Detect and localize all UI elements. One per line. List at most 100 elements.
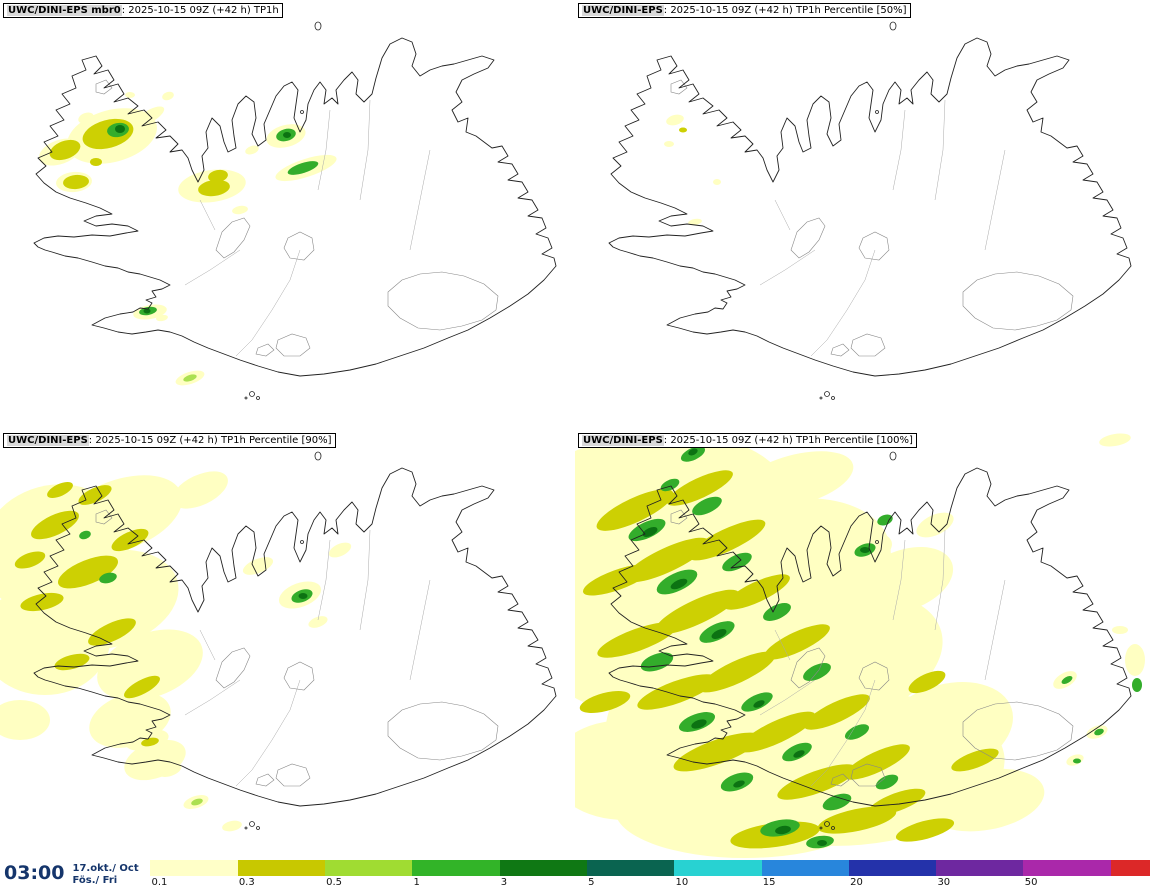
precip-area: [817, 840, 827, 846]
colorbar-tick-30: 30: [937, 877, 951, 888]
precip-area: [78, 112, 94, 124]
precip-area: [14, 551, 46, 569]
precip-area: [925, 768, 1045, 832]
footer-bar: 03:00 17.okt./ Oct Fös./ Fri 0.1 0.3 0.5 1 3…: [0, 860, 1150, 891]
precip-area: [775, 825, 791, 835]
precip-colorbar: 0.1 0.3 0.5 1 3 5 10 15 20 30 50: [150, 860, 1150, 891]
precip-area: [328, 542, 352, 558]
map-panel-2: UWC/DINI-EPS: 2025-10-15 09Z (+42 h) TP1…: [575, 0, 1150, 430]
precip-blobs-4: [575, 433, 1145, 858]
panel-title-3-detail: : 2025-10-15 09Z (+42 h) TP1h Percentile…: [88, 435, 332, 446]
panel-title-3: UWC/DINI-EPS: 2025-10-15 09Z (+42 h) TP1…: [3, 433, 336, 448]
precip-area: [99, 572, 117, 584]
precip-area: [162, 91, 174, 101]
iceland-map-percentile-90: [0, 451, 557, 832]
precip-area: [208, 169, 228, 183]
precip-area: [1073, 758, 1081, 764]
precip-area: [47, 481, 73, 499]
precip-area: [79, 530, 91, 540]
precip-area: [198, 179, 230, 197]
precip-area: [895, 818, 955, 842]
precip-area: [688, 448, 698, 456]
precip-area: [141, 737, 159, 747]
precip-area: [245, 145, 259, 155]
colorbar-tick-0.1: 0.1: [151, 877, 168, 888]
precip-area: [1112, 626, 1128, 634]
precip-blobs-2: [664, 114, 721, 226]
precip-area: [733, 780, 745, 788]
precip-area: [688, 519, 766, 561]
precip-area: [667, 470, 733, 506]
panel-title-4: UWC/DINI-EPS: 2025-10-15 09Z (+42 h) TP1…: [578, 433, 917, 448]
valid-time-label: 03:00: [4, 862, 65, 884]
precip-area: [713, 179, 721, 185]
iceland-map-percentile-50: [608, 21, 1132, 400]
precip-area: [625, 537, 709, 583]
precip-area: [692, 496, 722, 516]
precip-area: [63, 174, 89, 190]
colorbar-tick-15: 15: [762, 877, 776, 888]
colorbar-labels: 0.1 0.3 0.5 1 3 5 10 15 20 30 50: [150, 876, 1150, 890]
precip-area: [97, 629, 203, 701]
precip-area: [736, 451, 854, 509]
precip-area: [90, 158, 102, 166]
colorbar-segment-5: [499, 860, 587, 876]
panel-title-2-model: UWC/DINI-EPS: [582, 5, 664, 16]
panel-title-1: UWC/DINI-EPS mbr0: 2025-10-15 09Z (+42 h…: [3, 3, 283, 18]
precip-area: [908, 670, 946, 694]
precip-area: [875, 774, 899, 790]
precip-area: [158, 763, 182, 777]
precip-area: [688, 218, 702, 226]
colorbar-tick-20: 20: [850, 877, 863, 888]
precip-area: [660, 478, 680, 492]
precip-area: [763, 603, 791, 621]
colorbar-tick-3: 3: [500, 877, 508, 888]
precip-area: [655, 589, 739, 635]
precip-area: [115, 125, 125, 133]
precip-area: [78, 485, 112, 505]
colorbar-segment-10: [936, 860, 1024, 876]
precip-area: [1099, 433, 1131, 447]
precip-area: [111, 528, 149, 552]
precip-area: [1061, 676, 1073, 684]
precip-area: [916, 512, 954, 538]
map-panel-4: UWC/DINI-EPS: 2025-10-15 09Z (+42 h) TP1…: [575, 430, 1150, 860]
precip-area: [856, 547, 954, 613]
valid-date-label: 17.okt./ Oct: [72, 863, 139, 874]
colorbar-segments: [150, 860, 1150, 876]
precip-area: [88, 618, 136, 646]
precip-area: [844, 744, 910, 780]
precip-blobs-1: [38, 91, 337, 386]
colorbar-tick-5: 5: [588, 877, 595, 888]
precip-area: [575, 720, 700, 820]
precip-area: [793, 750, 805, 758]
precip-area: [183, 374, 197, 382]
precip-area: [822, 793, 852, 811]
precip-area: [156, 314, 168, 322]
precip-area: [711, 629, 727, 639]
precip-area: [670, 578, 688, 590]
precip-area: [125, 92, 135, 98]
precip-area: [738, 711, 816, 753]
precip-area: [1132, 678, 1142, 692]
precip-area: [596, 489, 674, 531]
iceland-map-percentile-100: [575, 433, 1145, 858]
precip-area: [191, 798, 203, 806]
panel-title-1-detail: : 2025-10-15 09Z (+42 h) TP1h: [121, 5, 279, 16]
precip-area: [804, 694, 870, 730]
precip-area: [579, 691, 631, 713]
precip-area: [49, 139, 81, 161]
precip-area: [691, 719, 707, 729]
precip-area: [664, 141, 674, 147]
colorbar-segment-2: [237, 860, 326, 876]
precip-area: [673, 732, 761, 772]
precip-blobs-3: [0, 471, 352, 832]
precip-area: [143, 308, 151, 314]
precip-area: [308, 616, 328, 628]
valid-day-label: Fös./ Fri: [72, 875, 118, 886]
panel-title-3-model: UWC/DINI-EPS: [7, 435, 89, 446]
precip-area: [57, 555, 119, 589]
precip-area: [877, 514, 893, 526]
colorbar-segment-6: [586, 860, 675, 876]
colorbar-tick-1: 1: [413, 877, 420, 888]
